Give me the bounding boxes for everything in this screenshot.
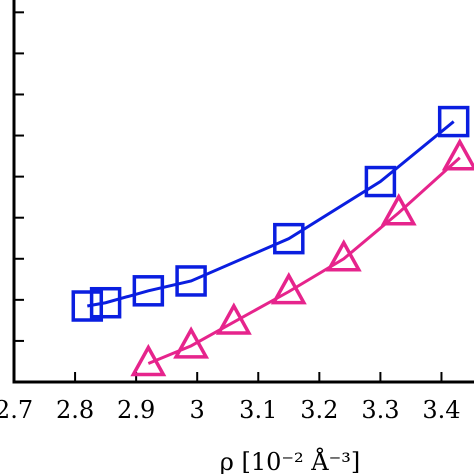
series-line [147,156,461,365]
triangle-marker [215,302,252,335]
series [71,105,470,322]
series-line [87,120,455,308]
triangle-marker [380,193,417,226]
triangle-marker [130,343,167,377]
x-tick-label: 2.9 [117,396,155,424]
x-axis-label: ρ [10⁻² Å⁻³] [220,447,361,474]
x-tick-label: 3.1 [239,396,277,424]
triangle-marker [441,138,474,171]
triangle-marker [270,272,307,305]
square-marker [89,286,122,319]
square-marker [437,105,470,138]
x-tick-label: 2.8 [56,396,94,424]
x-tick-label: 3.4 [422,396,460,424]
triangle-marker [173,326,210,359]
triangle-marker [325,239,362,272]
square-marker [175,265,207,297]
series [130,138,474,377]
square-marker [273,222,305,255]
x-tick-label: 3 [190,396,205,424]
x-tick-label: 3.3 [361,396,399,424]
x-tick-label: 2.7 [0,396,33,424]
square-marker [364,165,397,198]
square-marker [132,275,165,307]
x-tick-label: 3.2 [300,396,338,424]
square-marker [71,290,104,322]
